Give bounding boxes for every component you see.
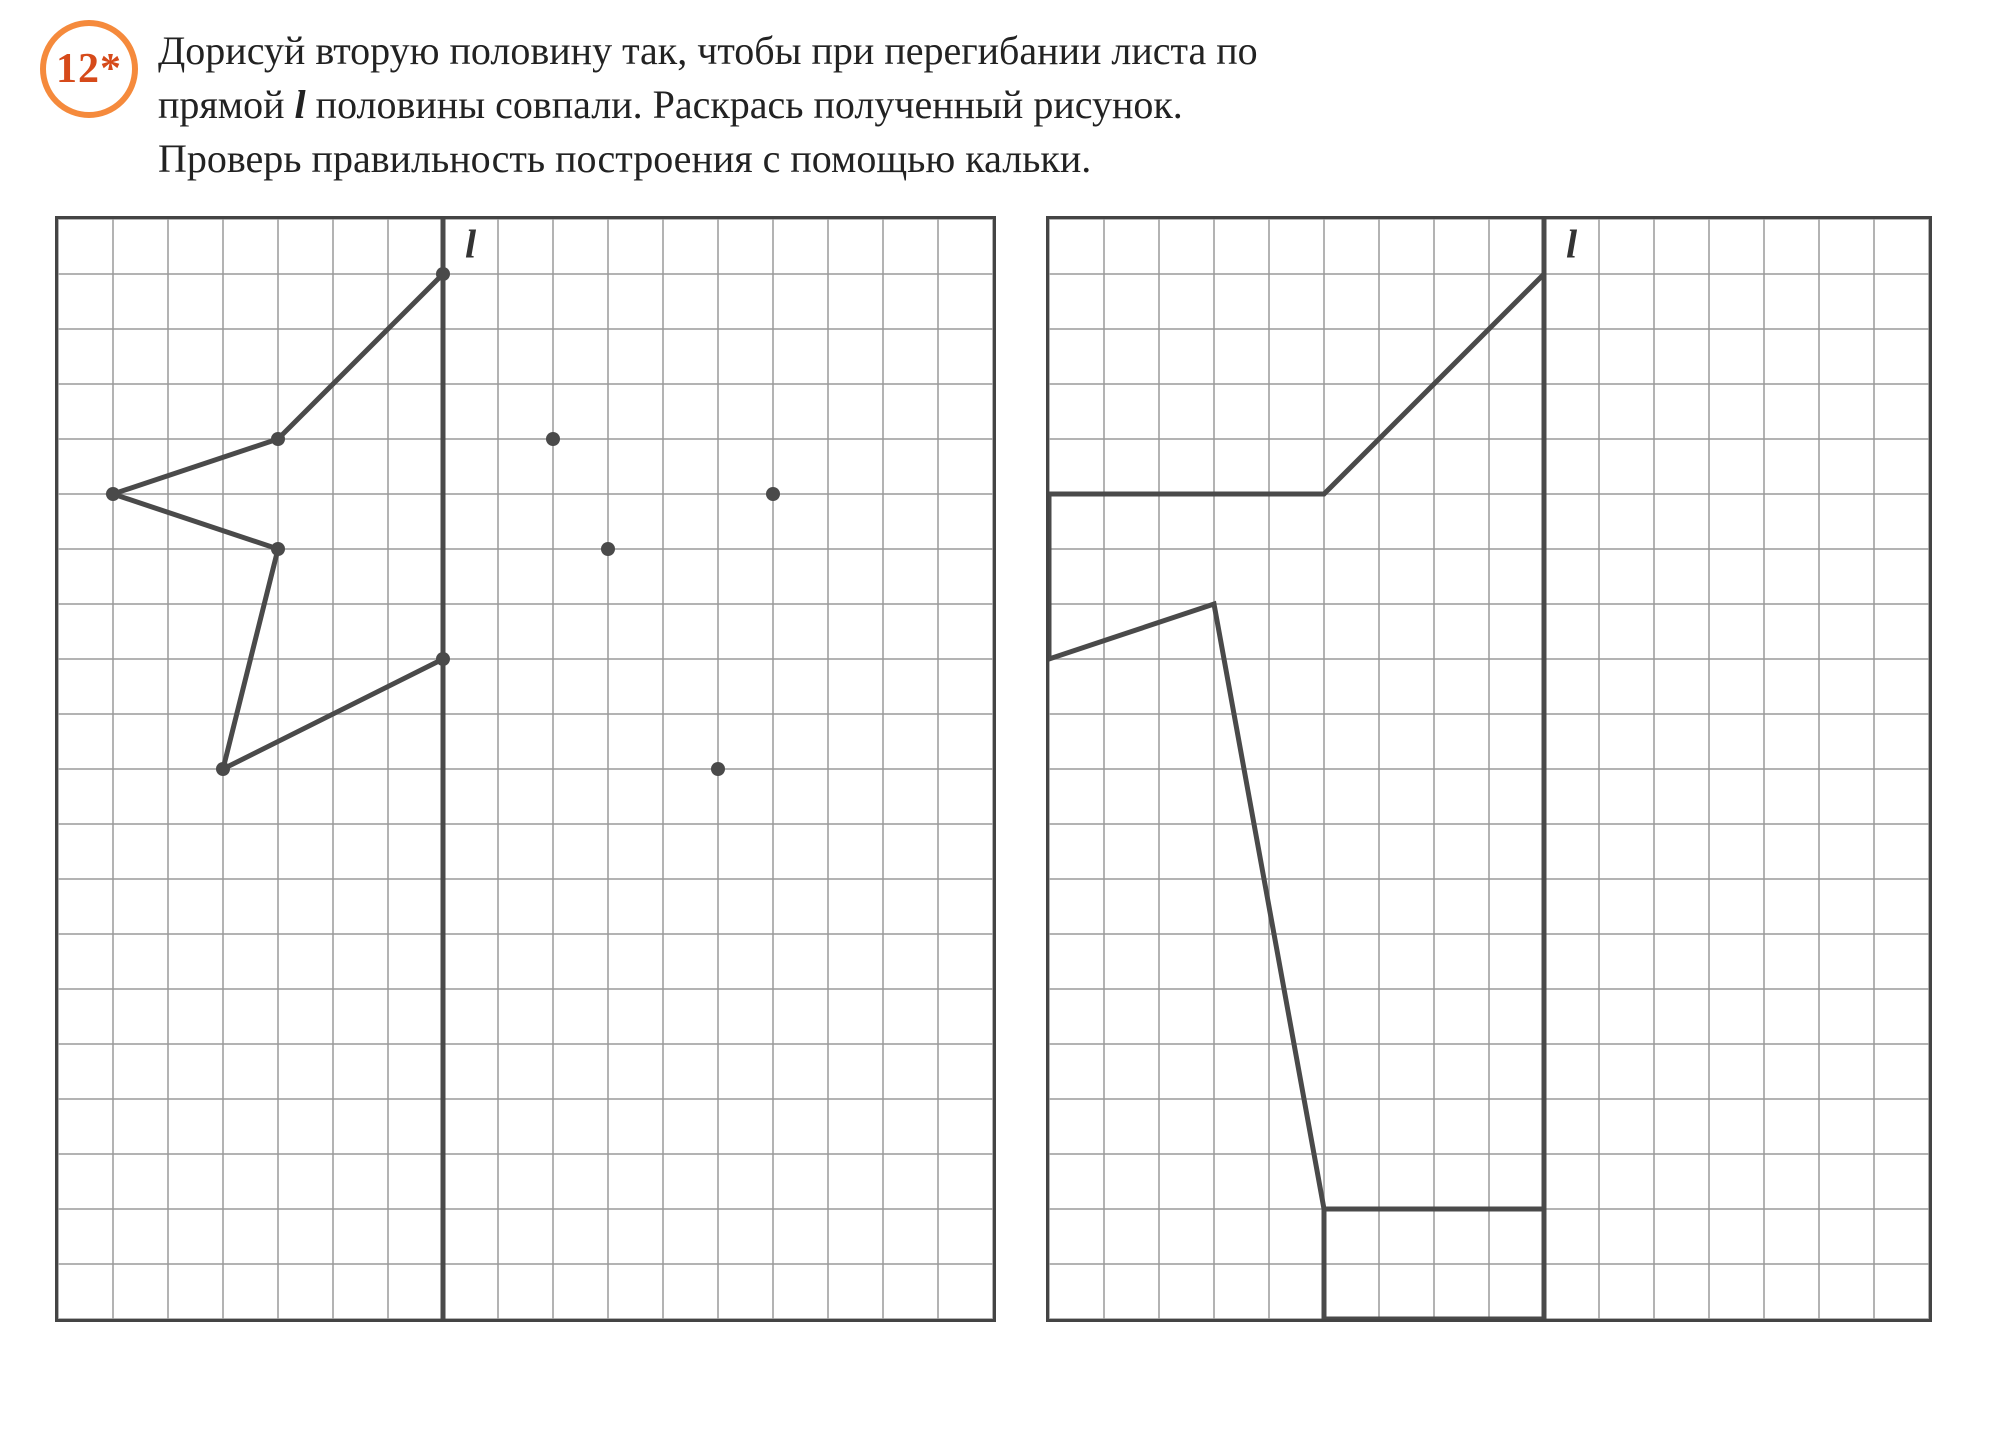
grid-dot	[106, 487, 120, 501]
left-grid-svg: l	[58, 219, 993, 1319]
axis-label-l: l	[465, 222, 477, 267]
task-line1: Дорисуй вторую половину так, чтобы при п…	[158, 28, 1258, 73]
task-number-text: 12*	[56, 48, 122, 90]
left-grid-panel: l	[55, 216, 996, 1322]
grid-dot	[436, 652, 450, 666]
axis-label-l: l	[1566, 222, 1578, 267]
right-grid-panel: l	[1046, 216, 1932, 1322]
grid-dot	[601, 542, 615, 556]
task-header: 12* Дорисуй вторую половину так, чтобы п…	[40, 20, 1947, 186]
right-grid-svg: l	[1049, 219, 1929, 1319]
task-line2-l: l	[295, 82, 306, 127]
grid-dot	[216, 762, 230, 776]
page-root: 12* Дорисуй вторую половину так, чтобы п…	[0, 0, 1997, 1444]
grid-dot	[271, 542, 285, 556]
grid-dot	[766, 487, 780, 501]
grid-dot	[546, 432, 560, 446]
grid-dot	[711, 762, 725, 776]
task-line3: Проверь правильность построения с помощь…	[158, 136, 1091, 181]
task-instructions: Дорисуй вторую половину так, чтобы при п…	[158, 20, 1258, 186]
grid-dot	[271, 432, 285, 446]
task-line2b: половины совпали. Раскрась полученный ри…	[306, 82, 1183, 127]
shape-polyline	[1049, 274, 1544, 1319]
grid-dot	[436, 267, 450, 281]
task-number-badge: 12*	[40, 20, 138, 118]
task-line2a: прямой	[158, 82, 295, 127]
grid-container: l l	[40, 216, 1947, 1322]
